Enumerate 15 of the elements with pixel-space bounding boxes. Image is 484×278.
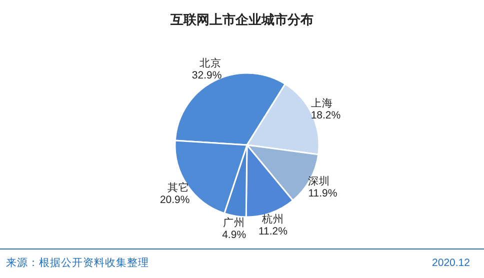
slice-label: 上海 bbox=[310, 96, 333, 110]
source-note: 来源：根据公开资料收集整理 bbox=[6, 256, 149, 269]
slice-label: 其它 bbox=[168, 181, 190, 194]
slice-label: 杭州 bbox=[260, 212, 284, 226]
data-label: 4.9% bbox=[222, 228, 246, 241]
data-label: 11.9% bbox=[308, 188, 338, 200]
text: 2020.12 bbox=[432, 257, 470, 269]
slice-label: 深圳 bbox=[308, 174, 330, 188]
slice-label: 广州 bbox=[223, 216, 246, 229]
data-label: 20.9% bbox=[160, 194, 190, 206]
slice-label: 北京 bbox=[200, 56, 222, 70]
data-label: 32.9% bbox=[192, 69, 222, 82]
data-label: 11.2% bbox=[258, 226, 288, 238]
data-label: 18.2% bbox=[310, 109, 341, 122]
chart-title: 互联网上市企业城市分布 bbox=[170, 12, 314, 27]
